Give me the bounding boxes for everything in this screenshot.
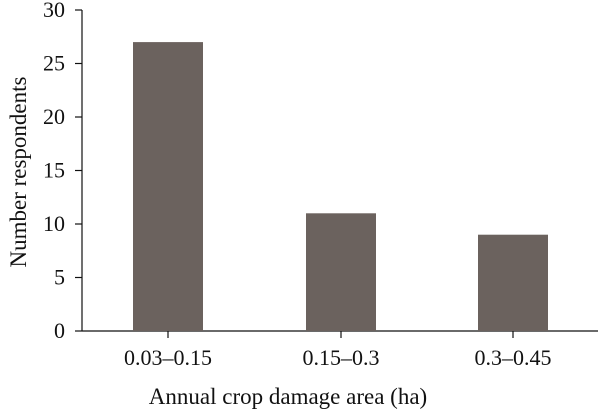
- y-ticks: 0 5 10 15 20 25 30: [43, 0, 82, 343]
- y-tick-label: 0: [54, 318, 65, 343]
- bar-3: [478, 234, 548, 331]
- bar-2: [306, 213, 376, 331]
- bar-1: [133, 42, 203, 331]
- y-tick-label: 20: [43, 104, 65, 129]
- y-tick-label: 5: [54, 265, 65, 290]
- y-tick-label: 10: [43, 211, 65, 236]
- y-axis-title: Number respondents: [6, 76, 31, 267]
- x-axis-title: Annual crop damage area (ha): [149, 384, 427, 409]
- x-tick-label: 0.3–0.45: [475, 345, 552, 370]
- y-tick-label: 15: [43, 158, 65, 183]
- y-tick-label: 30: [43, 0, 65, 22]
- x-ticks: 0.03–0.15 0.15–0.3 0.3–0.45: [124, 331, 552, 370]
- bars: [133, 42, 548, 331]
- x-tick-label: 0.03–0.15: [124, 345, 212, 370]
- x-tick-label: 0.15–0.3: [303, 345, 380, 370]
- y-tick-label: 25: [43, 51, 65, 76]
